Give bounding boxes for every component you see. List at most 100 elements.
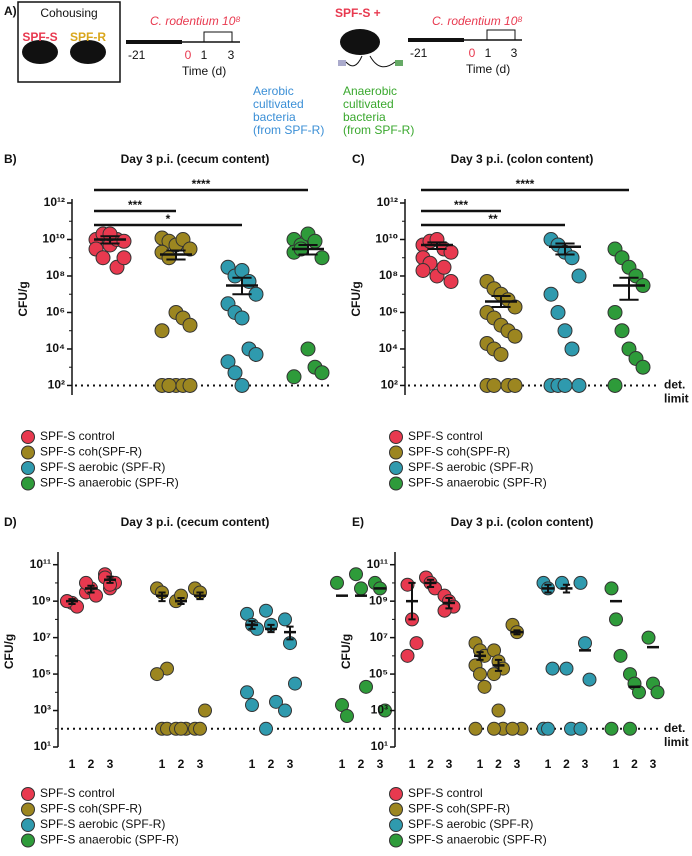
treatment-label: SPF-S + [335,6,381,20]
error-bar [408,581,416,621]
panel-label: D) [4,515,17,529]
x-tick-label: 2 [427,757,434,771]
legend-marker [389,787,403,801]
x-tick-label: 3 [107,757,114,771]
x-tick-label: 3 [197,757,204,771]
infection-label: C. rodentium 10⁸ [150,14,241,28]
data-point [314,250,330,266]
y-tick-label: 10⁵ [32,666,51,680]
error-bar [476,651,484,661]
legend-label: SPF-S aerobic (SPF-R) [40,460,165,474]
data-point [491,703,506,718]
legend-marker [21,445,35,460]
legend-label: SPF-S coh(SPF-R) [408,802,510,816]
aerobic-label: cultivated [253,97,304,111]
data-point [609,612,623,627]
x-tick-label: 2 [268,757,275,771]
y-axis-label: CFU/g [16,281,30,316]
panel-label: A) [4,4,17,18]
y-tick-label: 10⁹ [32,593,51,607]
data-point [477,679,492,694]
data-point [359,679,373,694]
data-point [486,377,502,393]
legend-marker [389,476,403,491]
y-tick-label: 10¹¹ [30,557,51,571]
legend-label: SPF-S anaerobic (SPF-R) [40,476,179,490]
significance-label: *** [454,198,468,212]
x-tick-label: 2 [178,757,185,771]
data-point [193,721,207,736]
timeline-tick: 0 [185,48,192,62]
y-tick-label: 10⁸ [379,268,398,282]
x-tick-label: 2 [358,757,365,771]
mouse-label: SPF-R [70,30,106,44]
error-bar [426,578,435,588]
timeline-bracket [203,31,233,42]
error-bar [267,623,275,634]
data-point [573,721,588,736]
timeline-tick: 1 [485,46,492,60]
infection-label: C. rodentium 10⁸ [432,14,523,28]
detection-limit-label: det. [664,378,685,392]
x-tick-label: 1 [69,757,76,771]
legend-marker [21,833,35,848]
y-tick-label: 10¹ [34,739,51,753]
legend-marker [21,787,35,801]
panel-label: E) [352,515,364,529]
significance-label: ** [488,212,498,226]
data-point [182,241,198,257]
error-bar [166,249,186,261]
anaerobic-label: cultivated [343,97,394,111]
legend-marker [389,802,403,817]
legend-label: SPF-S coh(SPF-R) [408,445,510,459]
detection-limit-label: limit [664,392,689,406]
data-point [604,721,619,736]
data-point [259,721,273,736]
y-tick-label: 10³ [371,703,388,717]
data-point [409,636,424,651]
bacteria-icon [395,60,403,66]
data-point [545,661,560,676]
legend-label: SPF-S aerobic (SPF-R) [408,460,533,474]
data-point [641,630,656,645]
legend-label: SPF-S control [408,786,483,800]
data-point [278,612,292,627]
legend-label: SPF-S coh(SPF-R) [40,802,142,816]
error-bar [196,591,204,601]
timeline-tick: -21 [410,46,428,60]
data-point [443,273,459,289]
arrow [369,55,396,68]
data-point [635,359,651,375]
legend-label: SPF-S control [408,429,483,443]
significance-label: **** [516,177,535,191]
legend-label: SPF-S aerobic (SPF-R) [40,817,165,831]
cohousing-label: Cohousing [40,6,97,20]
legend-marker [21,818,35,832]
data-point [650,685,665,700]
legend-marker [389,833,403,848]
anaerobic-label: bacteria [343,110,386,124]
data-point [573,575,588,590]
x-tick-label: 1 [159,757,166,771]
data-point [240,685,254,700]
x-tick-label: 3 [514,757,521,771]
data-point [278,703,292,718]
error-bar [619,276,639,301]
legend-marker [21,476,35,491]
error-bar [555,242,575,256]
error-bar [491,294,511,308]
legend-marker [21,430,35,444]
data-point [400,577,415,592]
y-tick-label: 10⁶ [379,305,398,319]
data-point [161,377,177,393]
mouse-label: SPF-S [22,30,57,44]
x-tick-label: 3 [377,757,384,771]
error-bar [494,658,503,672]
data-point [150,667,164,682]
legend-marker [21,461,35,475]
timeline-tick: 0 [469,46,476,60]
legend-marker [389,818,403,832]
legend-label: SPF-S anaerobic (SPF-R) [408,476,547,490]
error-bar [106,575,114,584]
data-point [557,323,573,339]
